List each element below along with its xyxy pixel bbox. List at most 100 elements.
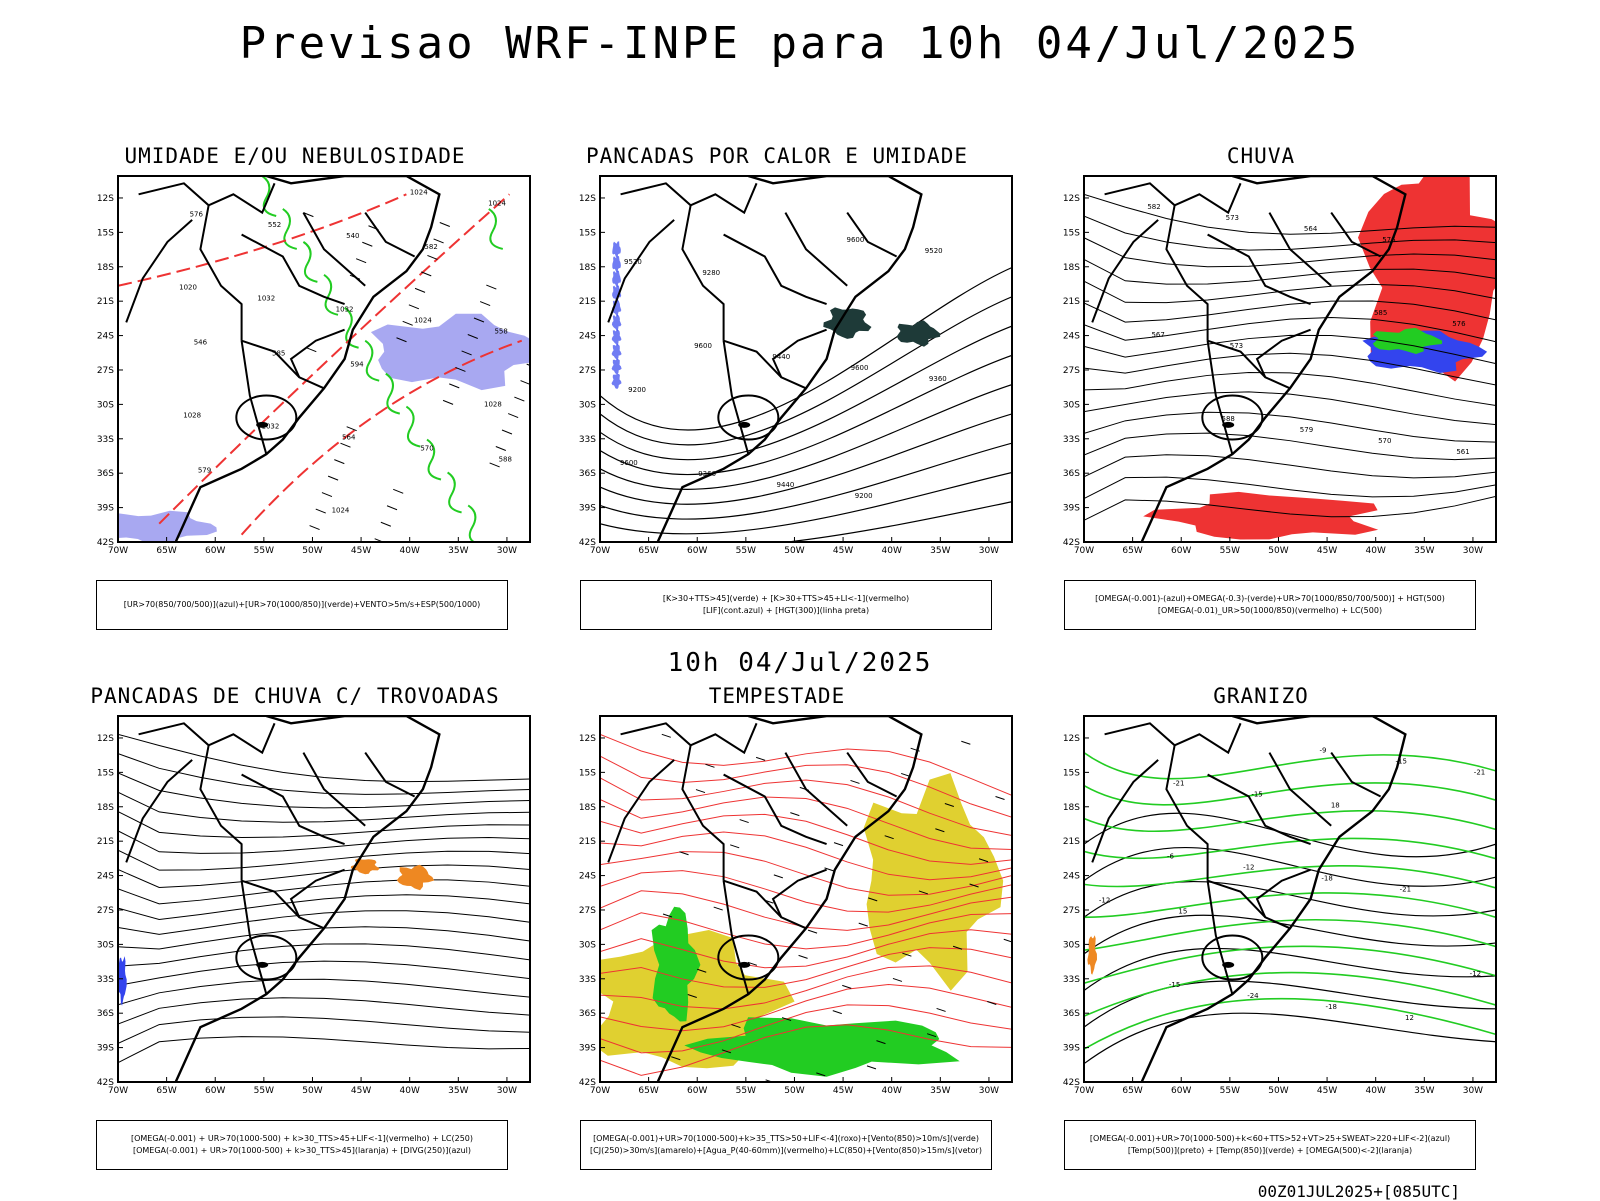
wind-vector (721, 1049, 732, 1054)
lon-tick-label: 70W (108, 1086, 128, 1096)
country-border (240, 340, 268, 455)
contour-label: -12 (1243, 864, 1254, 872)
wind-vector (520, 380, 530, 385)
main-title: Previsao WRF-INPE para 10h 04/Jul/2025 (239, 18, 1361, 69)
streamline (1084, 334, 1496, 365)
wind-vector (987, 1001, 997, 1005)
country-border (302, 752, 366, 827)
wind-vector (455, 366, 466, 372)
hgt300-contour (600, 501, 1012, 542)
thickness-contour-red (158, 193, 511, 525)
temp850-contour (1084, 997, 1496, 1050)
contour-label: 561 (1456, 448, 1469, 456)
temp850-contour (1084, 810, 1496, 833)
wind-vector (662, 913, 673, 918)
streamline (1084, 259, 1496, 285)
country-border (723, 233, 827, 306)
lat-tick-label: 18S (97, 803, 114, 813)
country-border (125, 219, 193, 323)
lon-tick-label: 70W (590, 546, 610, 556)
mid-forecast-time: 10h 04/Jul/2025 (667, 648, 933, 678)
wind-vector (433, 238, 444, 244)
lon-tick-label: 50W (302, 1086, 322, 1096)
wind-vector (501, 429, 513, 435)
legend-line-1: [OMEGA(-0.001)+UR>70(1000-500)+k<60+TTS>… (1089, 1134, 1451, 1143)
lat-tick-label: 15S (97, 228, 114, 238)
lat-tick-label: 27S (579, 906, 596, 916)
wind-vector (321, 492, 333, 498)
hgt300-contour (600, 442, 1012, 520)
lon-tick-label: 35W (448, 546, 468, 556)
lat-tick-label: 42S (97, 538, 114, 548)
contour-label: 9360 (698, 470, 716, 478)
contour-label: 9600 (694, 342, 712, 350)
wind-vector (661, 733, 671, 738)
thickness-contour-red (118, 193, 407, 287)
hgt300-contour (600, 413, 1012, 505)
contour-label: -18 (1321, 875, 1332, 883)
country-border (846, 752, 898, 798)
country-border (241, 879, 325, 930)
uruguay-outline (1201, 934, 1264, 981)
legend-line-1: [UR>70(850/700/500)](azul)+[UR>70(1000/8… (123, 600, 481, 609)
lon-tick-label: 50W (784, 1086, 804, 1096)
lat-tick-label: 33S (1063, 435, 1080, 445)
contour-label: 576 (190, 210, 204, 218)
lat-tick-label: 21S (97, 297, 114, 307)
lif-contour-blue (611, 344, 622, 360)
lagoon (738, 421, 751, 428)
contour-label: 9280 (702, 269, 720, 277)
country-border (241, 773, 345, 846)
temp500-contour (1084, 1012, 1496, 1065)
contour-label: 570 (1378, 437, 1391, 445)
temp500-contour (1084, 881, 1496, 918)
temp850-contour (1084, 971, 1496, 1017)
lon-tick-label: 55W (736, 1086, 756, 1096)
country-border (681, 745, 725, 881)
lat-tick-label: 24S (97, 332, 114, 342)
wind-vector (507, 413, 519, 418)
lon-tick-label: 60W (205, 546, 225, 556)
lat-tick-label: 36S (579, 469, 596, 479)
wind-vector (671, 1056, 681, 1061)
country-border (1104, 722, 1242, 755)
lon-tick-label: 70W (590, 1086, 610, 1096)
map-frame (1083, 175, 1497, 543)
wind-vector (461, 350, 472, 356)
streamline (1084, 411, 1496, 443)
wind-vector (473, 317, 485, 323)
contour-label: 9440 (776, 481, 794, 489)
wind-vector (679, 851, 689, 856)
contour-label: 9200 (628, 386, 646, 394)
country-border (1255, 328, 1311, 378)
lat-tick-label: 24S (579, 872, 596, 882)
contour-label: 582 (1147, 203, 1160, 211)
map-umidade: 1020 1024 1028 1032 1024 1028 1032 1024 1032 1024… (97, 175, 531, 556)
lon-tick-label: 65W (638, 546, 658, 556)
streamline (118, 1016, 530, 1044)
wind-vector (739, 819, 749, 824)
streamline (118, 960, 530, 986)
coastline (174, 716, 441, 1082)
wind-vector (884, 835, 894, 840)
omega500-orange (1087, 935, 1097, 975)
country-border (607, 759, 675, 863)
country-border (1207, 879, 1291, 930)
wind-vector (439, 222, 450, 227)
lat-tick-label: 39S (579, 1044, 596, 1054)
streamline (118, 910, 530, 935)
country-border (1330, 752, 1382, 798)
wind-vector (978, 858, 989, 863)
contour-label: 9440 (772, 353, 790, 361)
contour-label: -21 (1400, 886, 1411, 894)
map-content (118, 716, 530, 1082)
lon-tick-label: 55W (1220, 546, 1240, 556)
temp500-contour (1084, 947, 1496, 991)
contour-label: 576 (1452, 320, 1466, 328)
wind-vector (697, 968, 707, 973)
wind-vector (902, 952, 912, 957)
lon-tick-label: 70W (1074, 546, 1094, 556)
lat-tick-label: 39S (1063, 504, 1080, 514)
country-border (138, 722, 276, 755)
lat-tick-label: 27S (1063, 906, 1080, 916)
